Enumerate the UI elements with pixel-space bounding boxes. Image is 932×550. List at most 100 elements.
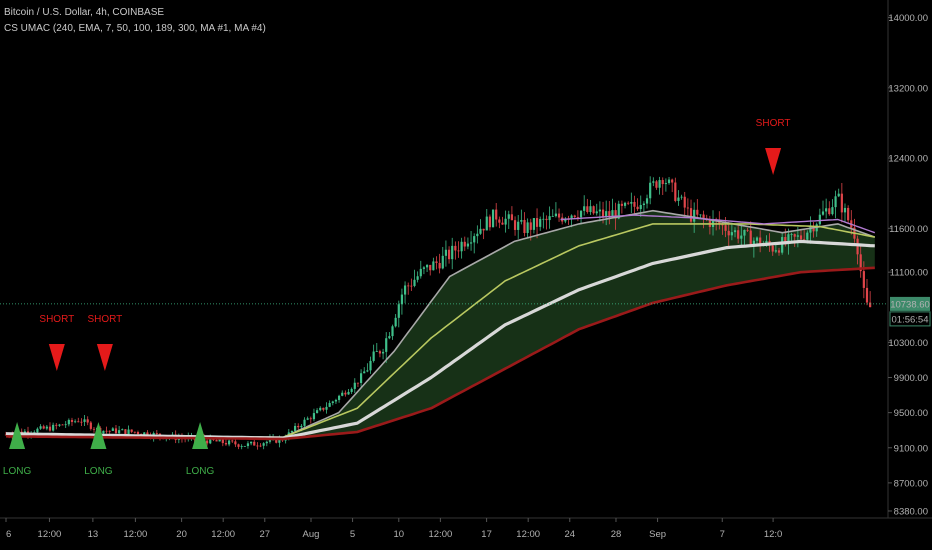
ma-fill-band — [6, 210, 875, 439]
ma-line-ma-5 — [560, 214, 876, 234]
candle-body — [721, 224, 724, 226]
candle-body — [224, 443, 228, 445]
candle-body — [570, 215, 573, 220]
candle-body — [441, 255, 444, 269]
candle-body — [262, 443, 265, 446]
candle-body — [806, 232, 809, 240]
symbol-title[interactable]: Bitcoin / U.S. Dollar, 4h, COINBASE — [4, 7, 165, 18]
candle-body — [243, 446, 246, 447]
candle-body — [828, 208, 831, 215]
candle-body — [425, 264, 429, 268]
candle-body — [114, 428, 118, 434]
candle-body — [680, 196, 683, 198]
candle-body — [325, 406, 328, 410]
candle-body — [105, 430, 108, 432]
candle-body — [350, 388, 353, 392]
candle-body — [535, 218, 539, 227]
time-tick-label: 27 — [259, 529, 270, 540]
time-tick-label: Sep — [649, 529, 666, 540]
candle-body — [136, 432, 140, 435]
candle-body — [108, 430, 111, 432]
candle-body — [315, 410, 319, 414]
candle-body — [765, 240, 768, 245]
candle-body — [658, 180, 661, 188]
candle-body — [595, 211, 598, 214]
candle-body — [363, 371, 366, 374]
price-axis[interactable]: 14000.00 13200.00 12400.00 11600.00 11100.00… — [888, 13, 928, 517]
candle-body — [664, 183, 667, 185]
time-tick-label: 6 — [6, 529, 11, 540]
candle-body — [557, 213, 561, 218]
candle-body — [790, 234, 793, 235]
candle-body — [501, 222, 504, 225]
candle-body — [133, 431, 136, 433]
candle-body — [859, 254, 862, 272]
candle-body — [633, 201, 636, 207]
candle-body — [818, 214, 821, 225]
candle-body — [677, 197, 680, 201]
candle-body — [683, 196, 686, 208]
candle-body — [111, 428, 114, 431]
candle-body — [209, 437, 212, 444]
candle-body — [410, 285, 413, 287]
candle-body — [246, 443, 250, 447]
candle-body — [372, 351, 375, 361]
candle-body — [699, 214, 702, 216]
candle-body — [438, 262, 441, 269]
indicator-title[interactable]: CS UMAC (240, EMA, 7, 50, 100, 189, 300,… — [4, 23, 266, 34]
candle-body — [476, 233, 479, 237]
time-axis[interactable]: 6 12:00 13 12:00 20 12:00 27 Aug 5 10 12:00 17 12:00… — [5, 518, 783, 540]
candle-body — [517, 221, 520, 230]
candle-body — [77, 421, 80, 423]
candle-body — [526, 222, 529, 233]
ma-line-ma-4 — [5, 266, 875, 441]
candle-body — [693, 209, 696, 222]
long-signal-marker — [192, 422, 209, 449]
candle-body — [460, 241, 463, 252]
candle-body — [268, 438, 272, 442]
candle-body — [322, 407, 325, 410]
long-signal-label: LONG — [3, 466, 32, 477]
candle-body — [759, 237, 762, 246]
candle-body — [601, 209, 605, 217]
candle-body — [432, 261, 435, 271]
candle-body — [221, 439, 224, 444]
candle-body — [482, 228, 485, 231]
candle-body — [809, 226, 812, 233]
candle-body — [554, 213, 558, 217]
candle-body — [359, 373, 363, 383]
price-tick-label: 9500.00 — [894, 408, 928, 419]
candle-body — [328, 402, 331, 407]
candle-body — [856, 238, 859, 255]
short-signal-marker — [48, 344, 65, 371]
candle-body — [102, 430, 105, 434]
candle-body — [234, 441, 237, 445]
candle-body — [545, 218, 548, 221]
candle-body — [523, 219, 526, 233]
candle-body — [733, 230, 737, 233]
time-tick-label: 12:00 — [123, 529, 147, 540]
candle-body — [812, 226, 815, 232]
candle-body — [507, 214, 510, 219]
candle-body — [36, 428, 39, 433]
candle-body — [400, 294, 404, 305]
price-tick-label: 9900.00 — [894, 373, 928, 384]
candle-body — [231, 440, 234, 442]
candle-body — [293, 425, 297, 432]
candle-body — [83, 419, 86, 422]
candle-body — [344, 392, 347, 395]
candle-body — [686, 207, 689, 209]
candle-body — [306, 418, 309, 420]
time-tick-label: 12:0 — [764, 529, 783, 540]
candle-body — [865, 287, 869, 303]
candle-body — [265, 441, 268, 444]
candle-body — [334, 399, 338, 402]
candle-body — [206, 440, 209, 444]
candle-body — [627, 202, 630, 204]
candle-body — [724, 225, 727, 231]
moving-average-lines — [5, 209, 876, 441]
candle-body — [67, 419, 70, 425]
price-tick-label: 12400.00 — [888, 154, 928, 165]
candle-body — [781, 237, 784, 253]
